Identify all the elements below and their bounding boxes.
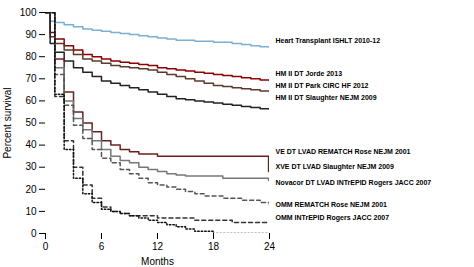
svg-text:HM II DT Jorde 2013: HM II DT Jorde 2013 bbox=[276, 70, 343, 77]
svg-text:HM II DT Park CIRC HF 2012: HM II DT Park CIRC HF 2012 bbox=[276, 82, 369, 89]
svg-text:Percent survival: Percent survival bbox=[2, 87, 13, 158]
svg-text:60: 60 bbox=[25, 95, 37, 106]
svg-text:20: 20 bbox=[25, 184, 37, 195]
svg-text:OMM REMATCH Rose NEJM 2001: OMM REMATCH Rose NEJM 2001 bbox=[276, 201, 388, 208]
svg-text:24: 24 bbox=[264, 241, 276, 252]
svg-text:Heart Transplant ISHLT 2010-12: Heart Transplant ISHLT 2010-12 bbox=[276, 37, 381, 45]
svg-text:6: 6 bbox=[99, 241, 105, 252]
svg-text:30: 30 bbox=[25, 161, 37, 172]
svg-text:0: 0 bbox=[43, 241, 49, 252]
svg-text:40: 40 bbox=[25, 139, 37, 150]
svg-text:80: 80 bbox=[25, 51, 37, 62]
svg-text:10: 10 bbox=[25, 206, 37, 217]
svg-text:OMM INTrEPID Rogers JACC 2007: OMM INTrEPID Rogers JACC 2007 bbox=[276, 214, 390, 222]
svg-text:18: 18 bbox=[208, 241, 220, 252]
svg-text:100: 100 bbox=[20, 7, 37, 18]
svg-text:Months: Months bbox=[141, 256, 174, 267]
svg-text:HM II DT Slaughter NEJM 2009: HM II DT Slaughter NEJM 2009 bbox=[276, 94, 377, 102]
svg-text:50: 50 bbox=[25, 117, 37, 128]
svg-text:12: 12 bbox=[152, 241, 164, 252]
svg-text:Novacor DT LVAD INTrEPID Roger: Novacor DT LVAD INTrEPID Rogers JACC 200… bbox=[276, 179, 432, 187]
svg-text:90: 90 bbox=[25, 29, 37, 40]
svg-text:70: 70 bbox=[25, 73, 37, 84]
svg-text:VE DT LVAD REMATCH Rose NEJM 2: VE DT LVAD REMATCH Rose NEJM 2001 bbox=[276, 148, 411, 155]
svg-text:XVE DT LVAD Slaughter NEJM 200: XVE DT LVAD Slaughter NEJM 2009 bbox=[276, 163, 394, 171]
svg-text:0: 0 bbox=[31, 228, 37, 239]
